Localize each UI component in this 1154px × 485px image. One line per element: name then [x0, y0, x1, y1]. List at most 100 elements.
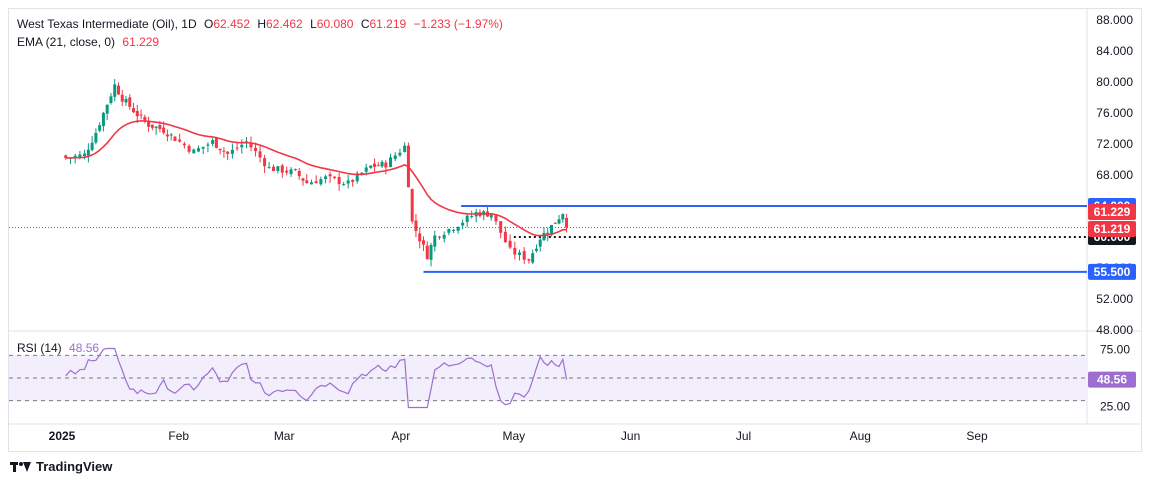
candle-body: [534, 248, 538, 251]
candle-body: [508, 240, 512, 248]
candle-body: [503, 231, 507, 243]
candle-body: [384, 162, 388, 168]
candle-body: [456, 227, 460, 231]
candle-body: [143, 116, 147, 121]
candle-body: [305, 180, 309, 184]
high-value: 62.462: [266, 17, 303, 31]
candle-body: [393, 155, 397, 159]
candle-body: [342, 184, 346, 186]
candle-body: [105, 104, 109, 114]
candle-body: [499, 221, 503, 233]
candle-body: [187, 145, 191, 152]
candle-body: [64, 155, 68, 159]
time-tick-label: Apr: [392, 429, 411, 443]
candle-body: [83, 153, 87, 157]
open-label: O: [203, 17, 214, 31]
candle-body: [109, 96, 113, 104]
candle-body: [276, 166, 280, 171]
candle-body: [398, 152, 402, 156]
candle-body: [355, 173, 359, 182]
candle-body: [376, 165, 380, 167]
candle-body: [461, 222, 465, 226]
candle-body: [235, 147, 239, 149]
candle-body: [337, 176, 341, 185]
candle-body: [297, 170, 301, 177]
rsi-label: RSI (14): [17, 341, 62, 355]
candle-body: [206, 144, 210, 146]
candle-body: [373, 163, 377, 167]
time-tick-label: Jul: [736, 429, 751, 443]
candle-body: [447, 229, 451, 233]
candle-body: [258, 151, 262, 158]
time-tick-label: Feb: [168, 429, 189, 443]
candle-body: [301, 178, 305, 181]
candle-body: [403, 145, 407, 152]
candle-body: [351, 180, 355, 182]
rsi-value-tag: [1088, 371, 1136, 388]
time-tick-label: May: [503, 429, 526, 443]
candle-body: [553, 222, 557, 224]
price-tag: [1088, 204, 1136, 220]
rsi-legend: RSI (14) 48.56: [17, 341, 103, 355]
close-value: 61.219: [369, 17, 407, 31]
tradingview-logo[interactable]: TradingView: [10, 459, 112, 474]
candle-body: [90, 142, 94, 151]
candle-body: [165, 134, 169, 137]
candle-body: [267, 166, 271, 168]
price-tick-label: 84.000: [1096, 44, 1133, 58]
candle-body: [94, 132, 98, 143]
candle-body: [314, 181, 318, 184]
candle-body: [546, 232, 550, 236]
candle-body: [263, 158, 267, 167]
candle-body: [380, 161, 384, 167]
level-price-tag: [1088, 263, 1136, 280]
price-tick-label: 80.000: [1096, 75, 1133, 89]
candle-body: [78, 154, 82, 158]
candle-body: [135, 110, 139, 117]
candle-body: [522, 251, 526, 260]
high-label: H: [257, 17, 267, 31]
rsi-line: [65, 347, 568, 409]
candle-body: [489, 214, 493, 218]
candle-body: [154, 126, 158, 128]
candle-body: [470, 216, 474, 218]
tradingview-icon: [10, 461, 31, 472]
candle-body: [324, 176, 328, 180]
candle-body: [222, 150, 226, 152]
time-tick-label: Aug: [850, 429, 871, 443]
candle-body: [116, 85, 120, 95]
ema-value: 61.229: [122, 35, 160, 49]
candle-body: [309, 182, 313, 185]
candle-body: [218, 148, 222, 151]
candle-body: [150, 124, 154, 128]
candle-body: [162, 127, 166, 133]
price-tick-label: 88.000: [1096, 13, 1133, 27]
price-tick-label: 76.000: [1096, 106, 1133, 120]
time-tick-label: Jun: [621, 429, 640, 443]
candle-body: [280, 165, 284, 173]
price-tag-label: 61.229: [1094, 205, 1131, 219]
price-tick-label: 52.000: [1096, 292, 1133, 306]
candle-body: [240, 144, 244, 148]
candle-body: [86, 149, 90, 156]
candle-body: [319, 178, 323, 185]
candle-body: [557, 219, 561, 224]
candle-body: [452, 230, 456, 232]
candle-body: [333, 176, 337, 179]
price-tag: [1088, 221, 1136, 237]
rsi-tick-label: 75.00: [1100, 343, 1130, 357]
candle-body: [465, 215, 469, 222]
candle-body: [565, 217, 569, 228]
close-label: C: [360, 17, 370, 31]
ema-legend: EMA (21, close, 0) 61.229: [17, 35, 163, 49]
candle-body: [429, 244, 433, 260]
symbol-title: West Texas Intermediate (Oil), 1D: [17, 17, 197, 31]
low-value: 60.080: [316, 17, 354, 31]
rsi-tick-label: 25.00: [1100, 399, 1130, 413]
candle-body: [214, 138, 218, 148]
ema-line: [65, 120, 567, 237]
candle-body: [128, 97, 132, 107]
change-value: −1.233 (−1.97%): [413, 17, 503, 31]
candle-body: [421, 240, 425, 245]
